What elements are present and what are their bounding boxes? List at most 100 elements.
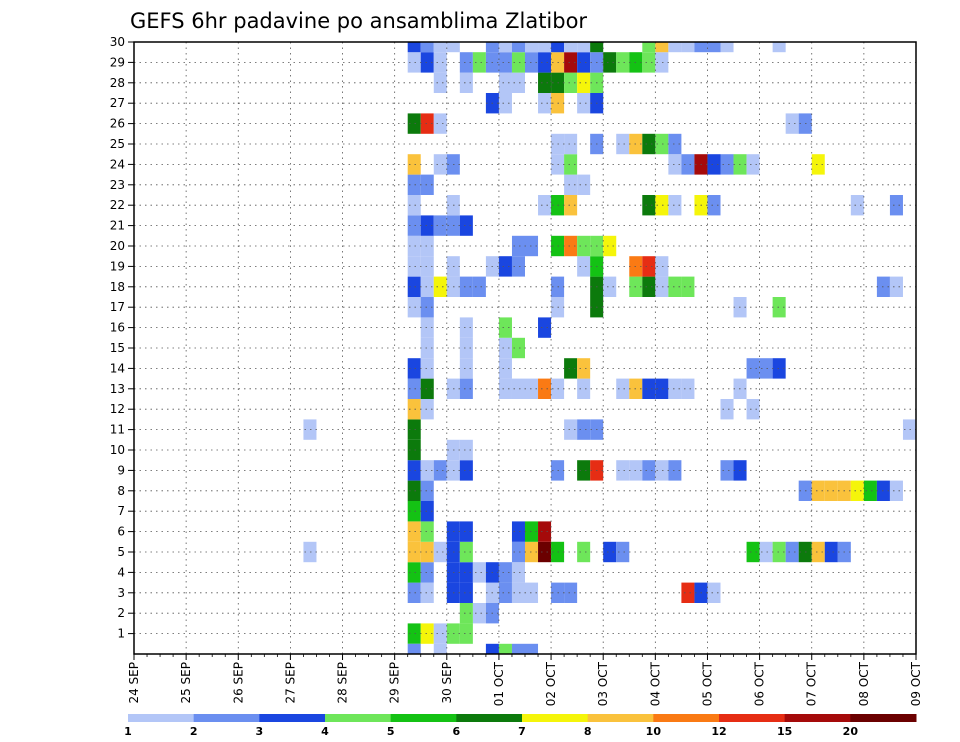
heatmap-cell xyxy=(498,562,512,583)
heatmap-cell xyxy=(420,582,434,603)
heatmap-cell xyxy=(564,154,578,175)
heatmap-cell xyxy=(407,195,421,216)
heatmap-cell xyxy=(525,643,539,654)
heatmap-cell xyxy=(811,541,825,563)
heatmap-cell xyxy=(498,337,512,359)
heatmap-cell xyxy=(668,154,682,175)
heatmap-cell xyxy=(707,42,721,53)
heatmap-cell xyxy=(511,541,525,563)
heatmap-cell xyxy=(420,480,434,501)
x-tick-label: 25 SEP xyxy=(179,662,193,704)
heatmap-cell xyxy=(655,195,669,216)
heatmap-cell xyxy=(303,419,317,440)
heatmap-cell xyxy=(564,235,578,257)
heatmap-cell xyxy=(420,215,434,236)
heatmap-cell xyxy=(511,643,525,654)
heatmap-cell xyxy=(433,72,447,93)
y-tick-label: 4 xyxy=(117,565,125,579)
y-tick-label: 23 xyxy=(110,178,125,192)
heatmap-cell xyxy=(498,317,512,338)
x-tick-label: 04 OCT xyxy=(648,661,662,706)
heatmap-cell xyxy=(551,42,565,53)
heatmap-cell xyxy=(433,215,447,236)
heatmap-cell xyxy=(824,541,838,563)
heatmap-cell xyxy=(433,276,447,297)
x-tick-label: 08 OCT xyxy=(857,661,871,706)
y-tick-label: 9 xyxy=(117,463,125,477)
heatmap-cell xyxy=(538,378,552,399)
y-tick-label: 24 xyxy=(110,157,125,171)
heatmap-cell xyxy=(538,42,552,53)
heatmap-cell xyxy=(681,154,695,175)
y-tick-label: 22 xyxy=(110,198,125,212)
heatmap-cell xyxy=(459,358,473,379)
heatmap-cell xyxy=(538,317,552,338)
y-tick-label: 1 xyxy=(117,627,125,641)
heatmap-cell xyxy=(303,541,317,563)
heatmap-cell xyxy=(511,42,525,53)
heatmap-cell xyxy=(603,276,617,297)
heatmap-cell xyxy=(642,460,656,481)
heatmap-cell xyxy=(420,297,434,318)
heatmap-cell xyxy=(407,113,421,134)
heatmap-cell xyxy=(655,256,669,277)
heatmap-cell xyxy=(407,399,421,420)
heatmap-cell xyxy=(407,378,421,399)
heatmap-cell xyxy=(525,378,539,399)
heatmap-cell xyxy=(459,439,473,461)
heatmap-cell xyxy=(603,52,617,73)
heatmap-cell xyxy=(850,480,864,501)
heatmap-cell xyxy=(459,521,473,542)
y-tick-label: 14 xyxy=(110,361,125,375)
heatmap-cell xyxy=(472,603,486,624)
y-tick-label: 27 xyxy=(110,96,125,110)
heatmap-cell xyxy=(564,52,578,73)
heatmap-cell xyxy=(420,276,434,297)
heatmap-cell xyxy=(498,93,512,114)
heatmap-cell xyxy=(538,195,552,216)
heatmap-cell xyxy=(420,256,434,277)
heatmap-cell xyxy=(772,42,786,53)
colorbar-swatch xyxy=(456,714,523,722)
x-tick-label: 24 SEP xyxy=(127,662,141,704)
heatmap-cell xyxy=(472,276,486,297)
heatmap-cell xyxy=(459,52,473,73)
colorbar-swatch xyxy=(719,714,786,722)
heatmap-cell xyxy=(498,582,512,603)
heatmap-cell xyxy=(525,52,539,73)
heatmap-cell xyxy=(681,276,695,297)
heatmap-cell xyxy=(420,174,434,195)
heatmap-cell xyxy=(407,256,421,277)
heatmap-cell xyxy=(577,52,591,73)
heatmap-cell xyxy=(746,154,760,175)
heatmap-cell xyxy=(564,72,578,93)
y-tick-label: 6 xyxy=(117,525,125,539)
heatmap-cell xyxy=(577,541,591,563)
heatmap-cell xyxy=(694,42,708,53)
heatmap-cell xyxy=(746,358,760,379)
heatmap-cell xyxy=(785,113,799,134)
heatmap-cell xyxy=(407,460,421,481)
heatmap-cell xyxy=(420,52,434,73)
heatmap-cell xyxy=(420,42,434,53)
heatmap-cell xyxy=(511,378,525,399)
heatmap-cell xyxy=(590,42,604,53)
heatmap-cell xyxy=(746,541,760,563)
heatmap-cell xyxy=(420,562,434,583)
heatmap-cell xyxy=(407,297,421,318)
colorbar-label: 6 xyxy=(453,725,461,738)
heatmap-cell xyxy=(811,480,825,501)
heatmap-cell xyxy=(577,419,591,440)
heatmap-cell xyxy=(511,582,525,603)
heatmap-cell xyxy=(525,521,539,542)
heatmap-cell xyxy=(407,42,421,53)
x-tick-label: 03 OCT xyxy=(596,661,610,706)
heatmap-cell xyxy=(433,113,447,134)
heatmap-cell xyxy=(616,460,630,481)
y-tick-label: 8 xyxy=(117,484,125,498)
colorbar-swatch xyxy=(587,714,654,722)
heatmap-cell xyxy=(433,42,447,53)
heatmap-cell xyxy=(668,42,682,53)
heatmap-cell xyxy=(642,276,656,297)
